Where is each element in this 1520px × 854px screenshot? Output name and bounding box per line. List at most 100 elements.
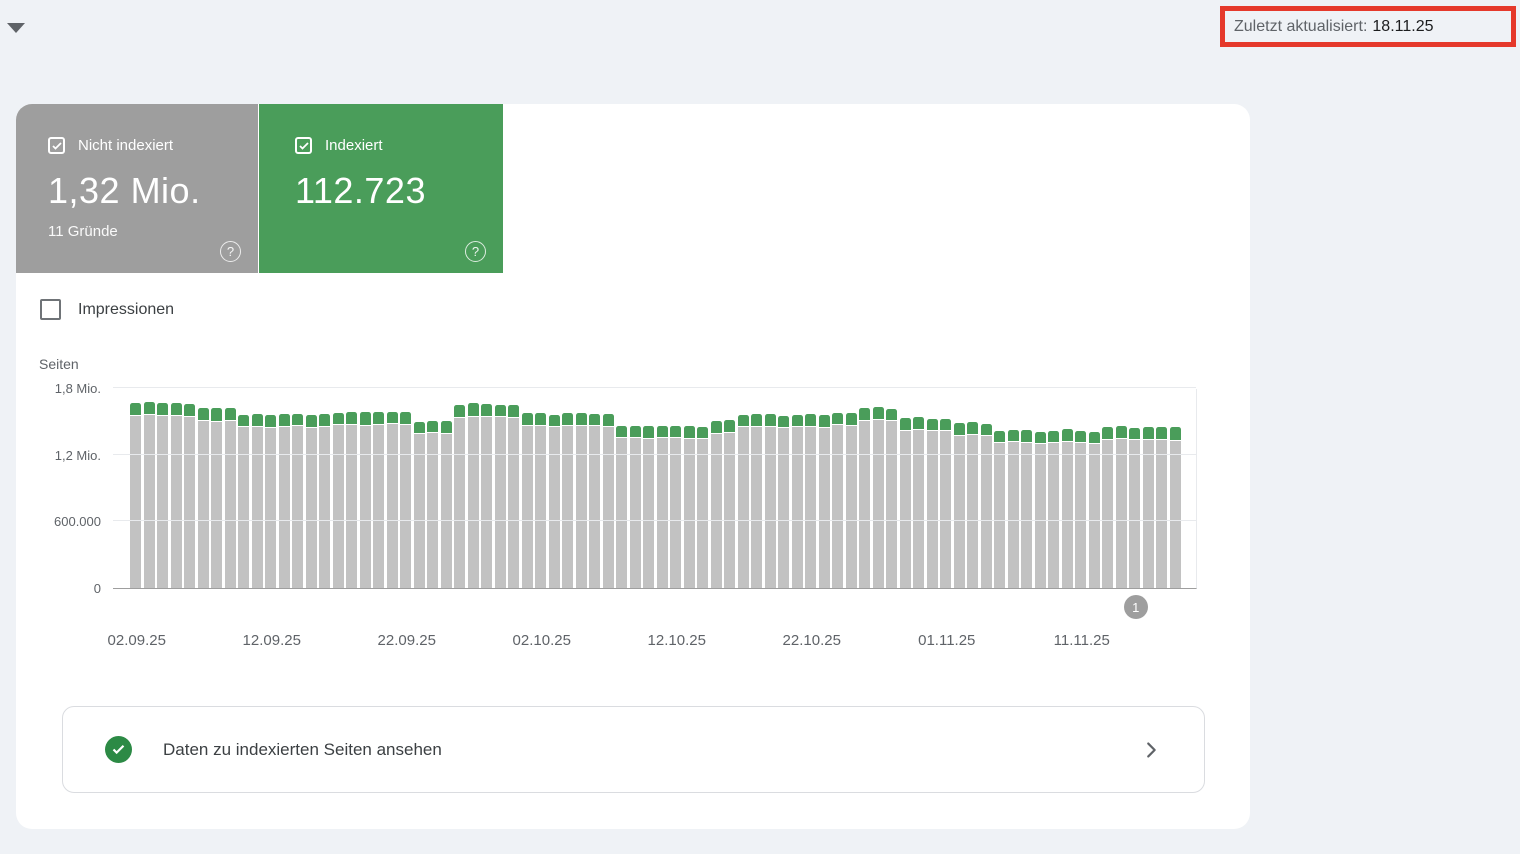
chart-bar[interactable] [859,408,870,588]
help-icon[interactable]: ? [465,241,486,262]
chart-bar[interactable] [764,414,776,588]
chart-bar[interactable] [535,413,546,588]
chart-bar[interactable] [1048,431,1059,588]
chart-bar[interactable] [238,415,249,588]
chart-bar[interactable] [724,420,735,588]
chart-bar[interactable] [872,407,884,588]
chart-bar[interactable] [508,405,519,588]
x-tick-label: 22.10.25 [782,632,841,649]
chart-bar[interactable] [845,413,857,588]
chart-bar[interactable] [157,403,168,588]
chart-bar[interactable] [1115,426,1127,588]
chart-bar[interactable] [184,404,195,588]
chart-bar[interactable] [818,415,830,588]
chart-bar[interactable] [805,414,816,588]
chart-bar[interactable] [791,415,803,588]
chart-bar[interactable] [251,414,263,588]
chart-bar[interactable] [737,415,749,588]
x-tick-label: 22.09.25 [377,632,436,649]
chart-bar[interactable] [1075,431,1086,588]
indexed-card[interactable]: Indexiert 112.723 ? [259,104,503,273]
chart-bar[interactable] [670,426,681,588]
chart-bar[interactable] [440,421,452,588]
chart-bar[interactable] [589,414,600,588]
chart-bar[interactable] [494,405,506,588]
chart-bar[interactable] [683,426,695,588]
chart-bar[interactable] [1034,432,1046,588]
chart-bar[interactable] [602,414,614,588]
chart-bar[interactable] [616,426,627,588]
chart-bar[interactable] [386,412,398,588]
chart-bar[interactable] [1142,427,1154,588]
chart-bar[interactable] [521,413,533,588]
chart-bar[interactable] [562,413,573,588]
chart-bar[interactable] [1021,430,1032,588]
chart-bar[interactable] [319,414,330,588]
help-icon[interactable]: ? [220,241,241,262]
chart-bar[interactable] [305,415,317,588]
chart-bar[interactable] [1007,430,1019,588]
not-indexed-checkbox-icon[interactable] [48,137,65,154]
chart-bar[interactable] [427,421,438,588]
chart-bar[interactable] [1156,427,1167,588]
chart-bar[interactable] [1169,427,1181,588]
y-tick-label: 600.000 [54,514,101,530]
chart-bar[interactable] [413,422,425,588]
chart-bar[interactable] [926,419,938,588]
chart-bar[interactable] [346,412,357,588]
impressions-toggle[interactable]: Impressionen [40,299,174,320]
chart-bar[interactable] [967,422,978,588]
check-circle-icon [105,736,132,763]
chart-bar[interactable] [400,412,411,588]
chart-bar[interactable] [940,419,951,588]
chart-plot-area [113,387,1197,589]
chart-bar[interactable] [265,415,276,588]
chart-bar[interactable] [211,408,222,588]
chart-bar[interactable] [454,405,465,588]
chart-bar[interactable] [953,423,965,588]
y-axis-labels: 0 600.000 1,2 Mio. 1,8 Mio. [16,381,101,596]
chart-bar[interactable] [481,404,492,588]
chart-bar[interactable] [548,415,560,588]
x-axis-labels: 02.09.25 12.09.25 22.09.25 02.10.25 12.10.25… [108,632,1190,652]
chart-bar[interactable] [1088,432,1100,588]
chart-bar[interactable] [899,418,911,588]
chart-bar[interactable] [886,409,897,588]
chart-bar[interactable] [197,408,209,588]
chart-annotation-marker[interactable]: 1 [1123,595,1148,619]
chart-bar[interactable] [373,412,384,588]
chart-bar[interactable] [1102,427,1113,588]
indexed-checkbox-icon[interactable] [295,137,312,154]
chart-bar[interactable] [1061,429,1073,588]
chart-bar[interactable] [697,427,708,588]
expand-dropdown-icon[interactable] [7,23,25,33]
chart-bar[interactable] [913,417,924,588]
chart-bar[interactable] [278,414,290,588]
chart-bar[interactable] [832,413,843,588]
chart-bar[interactable] [643,426,654,588]
chart-bar[interactable] [629,426,641,588]
chart-bar[interactable] [332,413,344,588]
chart-bar[interactable] [143,402,155,588]
chart-bar[interactable] [1129,428,1140,588]
x-tick-label: 12.09.25 [242,632,301,649]
chart-bar[interactable] [980,424,992,588]
chart-bar[interactable] [778,416,789,588]
chart-bar[interactable] [575,413,587,588]
chart-bar[interactable] [170,403,182,588]
x-tick-label: 02.10.25 [512,632,571,649]
chart-bar[interactable] [751,414,762,588]
impressions-checkbox[interactable] [40,299,61,320]
chart-bar[interactable] [292,414,303,588]
view-indexed-data-button[interactable]: Daten zu indexierten Seiten ansehen [62,706,1205,793]
not-indexed-card[interactable]: Nicht indexiert 1,32 Mio. 11 Gründe ? [16,104,258,273]
chart-bar[interactable] [710,421,722,588]
chart-bar[interactable] [656,426,668,588]
chart-bar[interactable] [130,403,141,588]
impressions-label: Impressionen [78,300,175,318]
chart-bar[interactable] [224,408,236,588]
gridline [113,520,1196,522]
chart-bar[interactable] [467,403,479,588]
chart-bar[interactable] [359,412,371,588]
chart-bar[interactable] [994,431,1005,588]
